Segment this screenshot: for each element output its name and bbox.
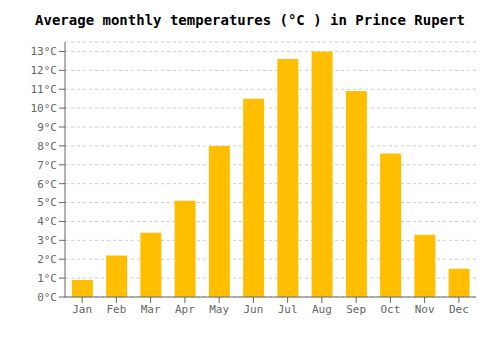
svg-text:9°C: 9°C xyxy=(37,121,57,134)
svg-text:Nov: Nov xyxy=(415,303,435,316)
svg-text:Mar: Mar xyxy=(141,303,161,316)
svg-text:May: May xyxy=(209,303,229,316)
svg-text:Aug: Aug xyxy=(312,303,332,316)
svg-text:10°C: 10°C xyxy=(31,102,58,115)
svg-text:Dec: Dec xyxy=(449,303,469,316)
svg-text:6°C: 6°C xyxy=(37,178,57,191)
svg-text:1°C: 1°C xyxy=(37,272,57,285)
svg-text:Jan: Jan xyxy=(72,303,92,316)
svg-text:Oct: Oct xyxy=(380,303,400,316)
svg-text:Sep: Sep xyxy=(346,303,366,316)
svg-text:11°C: 11°C xyxy=(31,83,58,96)
svg-text:Feb: Feb xyxy=(106,303,126,316)
svg-text:Apr: Apr xyxy=(175,303,195,316)
svg-text:8°C: 8°C xyxy=(37,140,57,153)
svg-text:12°C: 12°C xyxy=(31,64,58,77)
svg-text:Jun: Jun xyxy=(243,303,263,316)
svg-text:4°C: 4°C xyxy=(37,215,57,228)
svg-text:Jul: Jul xyxy=(278,303,298,316)
svg-text:2°C: 2°C xyxy=(37,253,57,266)
html-text:Average monthly temperatures (: Average monthly temperatures (°C ) in Pr… xyxy=(35,12,465,28)
svg-text:7°C: 7°C xyxy=(37,159,57,172)
svg-text:3°C: 3°C xyxy=(37,234,57,247)
svg-text:13°C: 13°C xyxy=(31,45,58,58)
svg-text:0°C: 0°C xyxy=(37,291,57,304)
svg-text:5°C: 5°C xyxy=(37,196,57,209)
